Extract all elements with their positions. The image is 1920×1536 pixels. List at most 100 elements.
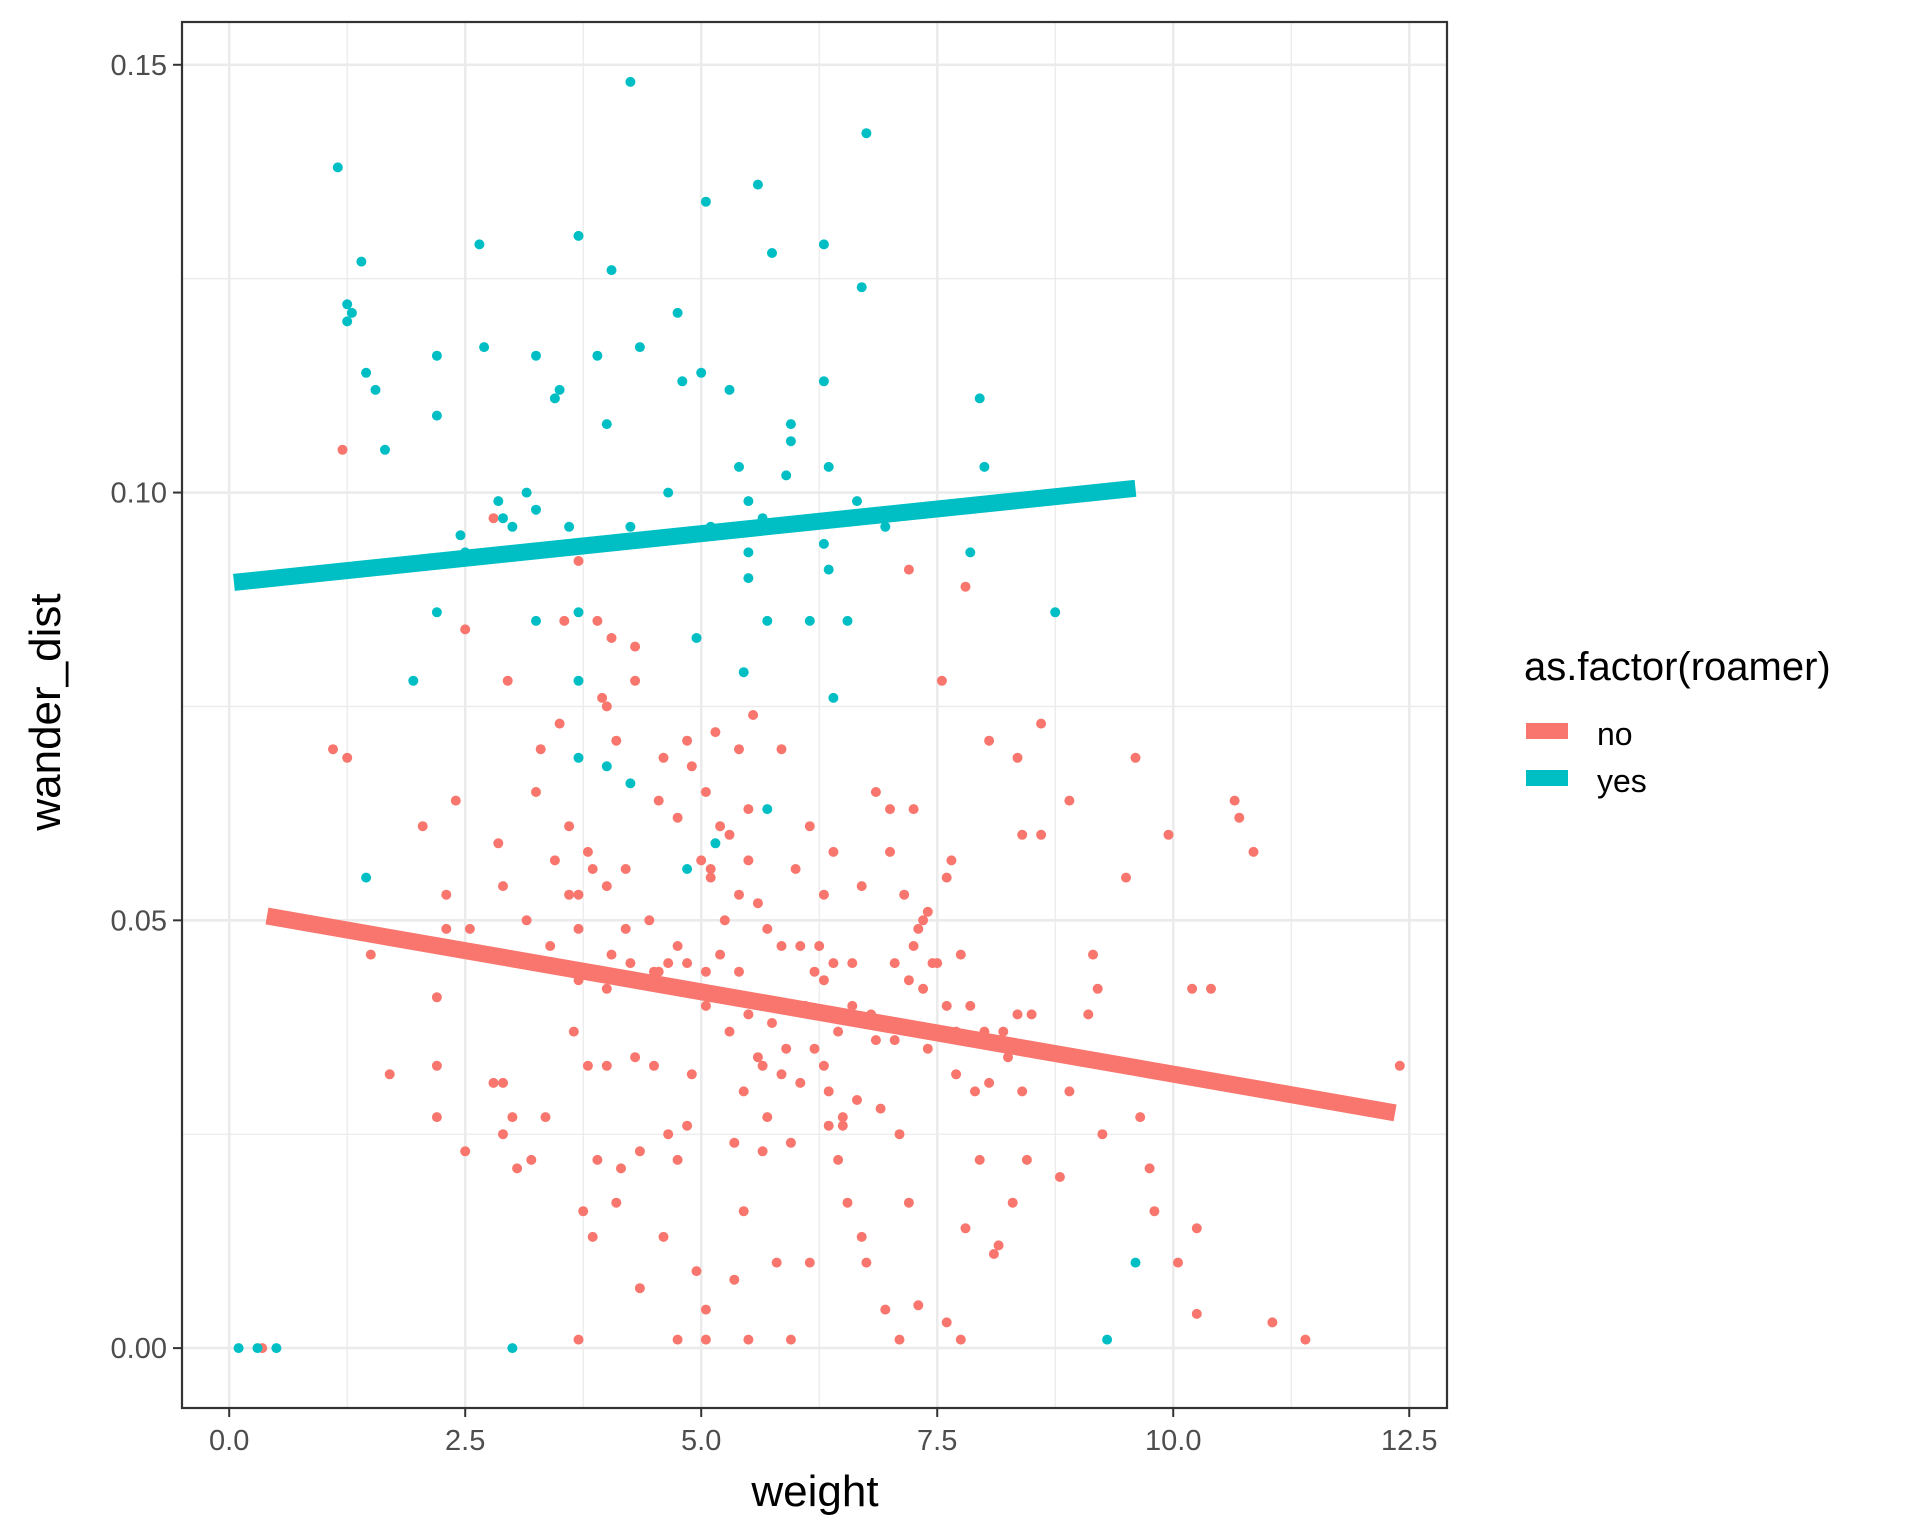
point-no — [644, 915, 655, 926]
point-no — [894, 1334, 905, 1345]
point-yes — [724, 384, 735, 395]
point-no — [852, 1095, 862, 1105]
x-axis-ticks: 0.0 2.5 5.0 7.5 10.0 12.5 — [209, 1408, 1437, 1457]
point-yes — [852, 496, 862, 507]
point-no — [1163, 829, 1174, 840]
point-yes — [573, 607, 584, 618]
point-no — [559, 615, 570, 626]
point-no — [710, 727, 721, 738]
point-no — [606, 949, 617, 960]
point-no — [1191, 1308, 1202, 1319]
point-no — [960, 581, 971, 592]
point-no — [743, 855, 754, 866]
point-no — [908, 941, 919, 951]
point-no — [804, 821, 815, 832]
point-no — [696, 855, 707, 866]
point-yes — [431, 410, 442, 421]
point-no — [1054, 1172, 1065, 1182]
point-no — [903, 1197, 914, 1208]
point-no — [880, 1304, 891, 1315]
point-no — [1229, 795, 1240, 806]
point-yes — [531, 615, 541, 626]
point-no — [630, 1052, 641, 1063]
point-no — [606, 633, 617, 643]
point-yes — [979, 461, 990, 472]
point-no — [828, 846, 839, 857]
point-no — [729, 1137, 740, 1148]
point-no — [682, 958, 693, 969]
point-no — [601, 983, 612, 994]
point-no — [856, 881, 867, 892]
point-no — [889, 958, 900, 969]
point-yes — [507, 1343, 518, 1354]
point-no — [955, 1334, 966, 1345]
point-no — [1092, 983, 1103, 994]
point-no — [1036, 829, 1047, 840]
legend-title: as.factor(roamer) — [1524, 645, 1831, 689]
point-no — [847, 1000, 858, 1011]
point-no — [582, 1060, 593, 1071]
point-no — [861, 1257, 872, 1268]
point-yes — [431, 607, 442, 618]
point-yes — [880, 521, 891, 532]
point-no — [1012, 752, 1023, 763]
point-no — [729, 1274, 740, 1285]
point-no — [700, 1334, 711, 1345]
point-no — [700, 787, 711, 797]
point-no — [913, 1300, 924, 1311]
y-tick-label: 0.10 — [111, 478, 167, 510]
point-no — [785, 1137, 796, 1148]
point-no — [998, 1026, 1009, 1037]
point-no — [540, 1112, 551, 1123]
point-yes — [271, 1343, 282, 1354]
point-no — [601, 881, 612, 892]
point-no — [936, 675, 947, 686]
point-no — [1064, 795, 1075, 806]
point-no — [493, 838, 504, 849]
point-yes — [710, 838, 721, 849]
point-no — [932, 958, 943, 969]
point-no — [441, 889, 452, 900]
point-no — [1173, 1257, 1183, 1268]
point-no — [1300, 1334, 1311, 1345]
point-no — [337, 444, 348, 455]
point-yes — [361, 367, 372, 378]
point-yes — [828, 692, 839, 703]
point-no — [809, 1043, 820, 1054]
point-no — [743, 804, 754, 815]
point-yes — [549, 393, 560, 404]
point-no — [417, 821, 428, 832]
point-no — [762, 1112, 773, 1123]
point-yes — [682, 864, 693, 874]
point-yes — [606, 265, 617, 276]
point-no — [715, 949, 726, 960]
point-no — [587, 864, 598, 874]
point-no — [908, 804, 919, 815]
point-no — [498, 881, 508, 892]
point-no — [951, 1069, 962, 1080]
point-no — [814, 941, 825, 951]
point-yes — [625, 521, 636, 532]
x-tick-label: 0.0 — [209, 1425, 249, 1457]
point-yes — [498, 513, 508, 524]
point-no — [885, 846, 895, 857]
point-no — [1206, 983, 1216, 994]
point-no — [545, 941, 556, 951]
point-no — [757, 1146, 768, 1157]
point-no — [634, 1146, 645, 1157]
point-no — [993, 1240, 1004, 1251]
point-yes — [818, 538, 829, 549]
point-yes — [743, 547, 754, 558]
point-no — [734, 889, 744, 900]
point-no — [649, 1060, 659, 1071]
point-no — [620, 923, 631, 934]
point-no — [549, 855, 560, 866]
point-no — [578, 1206, 589, 1217]
point-no — [823, 1120, 834, 1131]
point-no — [1088, 949, 1098, 960]
point-no — [823, 1086, 834, 1097]
point-no — [705, 864, 716, 874]
point-no — [818, 889, 829, 900]
point-no — [941, 1000, 952, 1011]
point-no — [885, 804, 895, 815]
